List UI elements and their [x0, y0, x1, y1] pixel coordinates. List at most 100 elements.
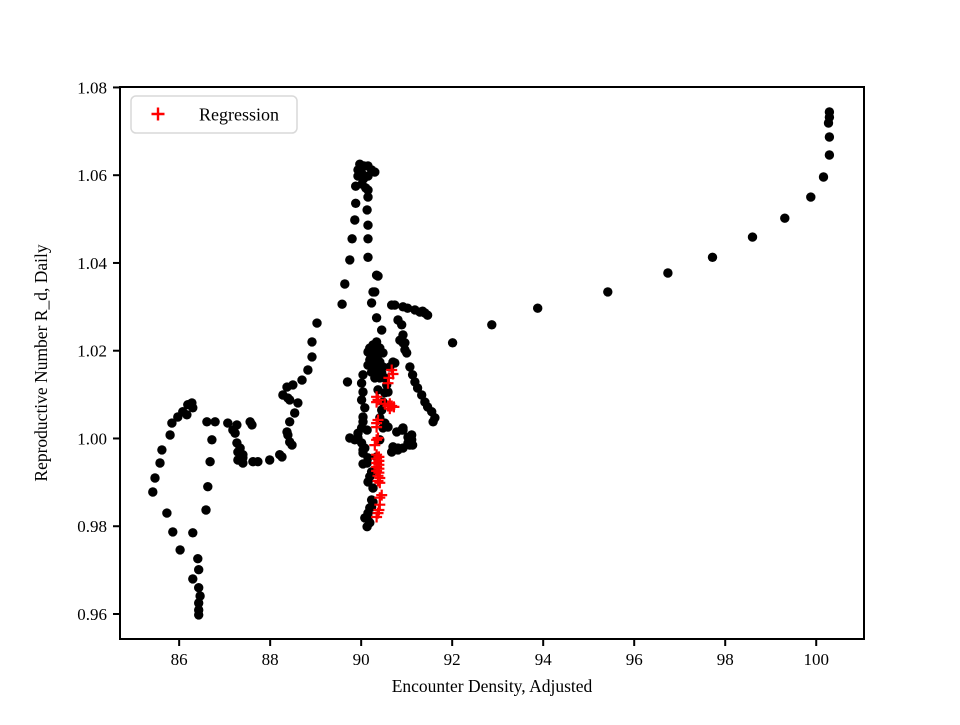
data-point — [167, 418, 177, 428]
data-point — [412, 383, 423, 393]
data-point — [663, 268, 673, 278]
data-point — [370, 167, 380, 177]
data-point — [265, 455, 275, 465]
y-axis-ticks: 0.96 0.98 1.00 1.02 1.04 1.06 1.08 — [77, 78, 120, 624]
data-point — [363, 220, 373, 230]
data-point — [188, 403, 198, 413]
regression-marker — [371, 465, 383, 477]
data-point — [362, 425, 372, 435]
data-point — [285, 395, 295, 405]
data-point — [247, 420, 257, 430]
data-point — [223, 418, 233, 428]
data-point — [398, 302, 408, 312]
x-tick-label: 94 — [535, 650, 553, 669]
data-point — [363, 192, 373, 202]
data-point — [363, 234, 373, 244]
data-point — [307, 337, 317, 347]
data-point — [393, 445, 403, 455]
regression-marker — [371, 396, 383, 408]
legend: Regression — [130, 95, 298, 134]
data-point — [378, 348, 388, 358]
regression-marker — [384, 403, 396, 415]
x-tick-label: 100 — [803, 650, 829, 669]
regression-plus-icon — [151, 107, 165, 121]
x-axis-ticks: 86 88 90 92 94 96 98 100 — [171, 639, 829, 669]
data-point — [150, 473, 160, 483]
data-point — [168, 527, 178, 537]
regression-marker — [372, 432, 384, 444]
data-point — [407, 440, 418, 450]
y-tick-label: 1.00 — [77, 429, 107, 448]
data-point — [356, 378, 367, 388]
data-point — [248, 457, 258, 467]
data-point — [387, 300, 397, 310]
data-point — [368, 483, 378, 493]
data-point — [347, 234, 357, 244]
data-point — [232, 420, 242, 430]
data-point — [780, 213, 790, 223]
data-point — [194, 565, 204, 575]
data-point — [380, 388, 390, 398]
y-tick-label: 0.98 — [77, 517, 107, 536]
data-point — [188, 574, 198, 584]
data-point — [303, 365, 313, 375]
data-point — [207, 435, 217, 445]
regression-marker — [369, 439, 381, 451]
data-point — [428, 417, 438, 427]
data-point — [201, 505, 211, 515]
data-point — [350, 215, 360, 225]
data-point — [232, 438, 242, 448]
data-point — [275, 450, 285, 460]
regression-marker — [371, 434, 383, 446]
plot-frame — [119, 86, 865, 640]
y-tick-label: 1.06 — [77, 166, 107, 185]
x-tick-label: 98 — [717, 650, 734, 669]
scatter-series-observations — [148, 107, 835, 620]
data-point — [165, 430, 175, 440]
data-point — [162, 508, 172, 518]
data-point — [290, 408, 300, 418]
y-axis-label: Reproductive Number R_d, Daily — [31, 244, 51, 481]
data-point — [182, 410, 192, 420]
data-point — [397, 320, 407, 330]
data-point — [371, 313, 382, 323]
data-point — [205, 457, 215, 467]
x-axis-label: Encounter Density, Adjusted — [392, 676, 593, 696]
data-point — [350, 435, 360, 445]
legend-label: Regression — [199, 105, 279, 125]
y-tick-label: 0.96 — [77, 605, 107, 624]
data-point — [193, 554, 203, 564]
regression-marker — [372, 475, 384, 487]
data-point — [293, 398, 303, 408]
regression-marker — [382, 377, 394, 389]
regression-marker — [371, 511, 383, 523]
data-point — [487, 320, 497, 330]
data-point — [363, 185, 373, 195]
data-point — [287, 440, 297, 450]
data-point — [806, 192, 816, 202]
data-point — [417, 390, 427, 400]
x-tick-label: 96 — [626, 650, 643, 669]
legend-box — [130, 95, 298, 134]
data-point — [400, 345, 410, 355]
data-point — [388, 357, 398, 367]
data-point — [407, 370, 418, 380]
data-point — [410, 305, 420, 315]
data-point — [337, 299, 347, 309]
data-point — [285, 417, 295, 427]
data-point — [398, 423, 408, 433]
x-tick-label: 92 — [444, 650, 461, 669]
scatter-series-regression — [369, 364, 400, 523]
regression-marker — [374, 477, 386, 489]
data-point — [365, 471, 375, 482]
data-point — [533, 303, 543, 313]
data-point — [173, 412, 183, 422]
data-point — [377, 325, 387, 335]
x-tick-label: 88 — [262, 650, 279, 669]
data-point — [818, 172, 829, 182]
data-point — [188, 528, 198, 538]
data-point — [297, 375, 307, 385]
x-tick-label: 86 — [171, 650, 188, 669]
data-point — [203, 482, 213, 492]
